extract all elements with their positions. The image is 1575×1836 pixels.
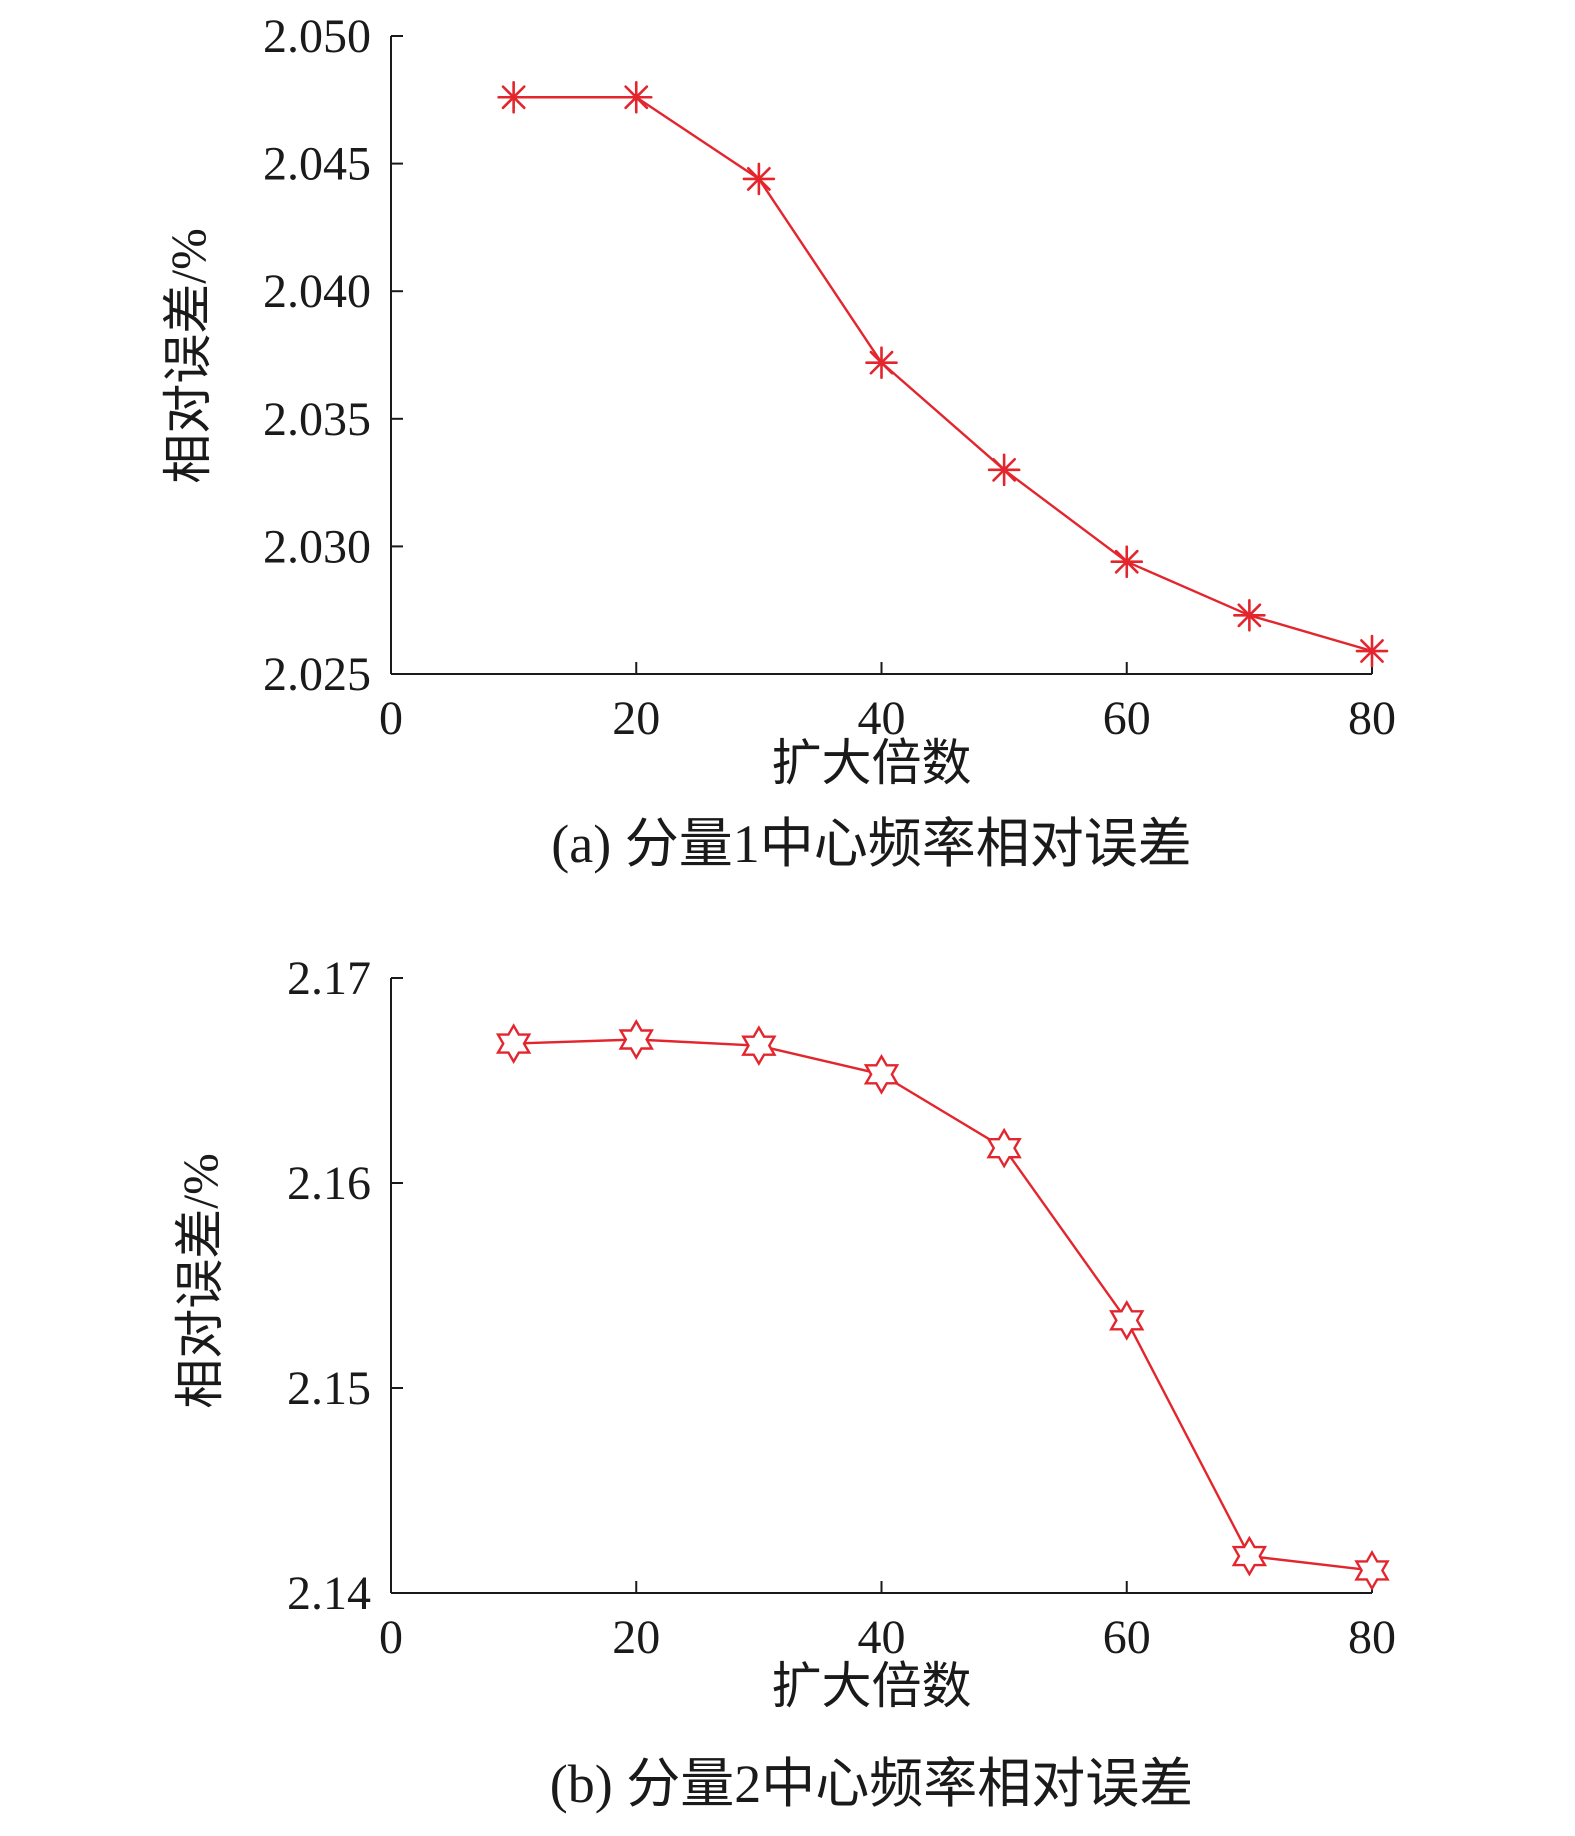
chart-a: 2.025 2.030 2.035 2.040 2.045 2.050 0 20 40 60 80 相…: [160, 10, 1396, 874]
y-tick-label: 2.045: [263, 138, 371, 191]
x-tick-label: 60: [1103, 1611, 1151, 1664]
y-tick-label: 2.030: [263, 520, 371, 573]
y-tick-label: 2.025: [263, 648, 371, 701]
x-tick-label: 0: [379, 1611, 403, 1664]
data-point-marker: [987, 453, 1021, 487]
data-point-marker: [742, 162, 776, 196]
x-axis-label: 扩大倍数: [772, 1658, 972, 1714]
y-axis-label: 相对误差/%: [172, 1153, 228, 1409]
data-point-marker: [741, 1025, 777, 1067]
series-line: [513, 96, 1373, 653]
data-point-marker: [618, 1019, 654, 1060]
x-axis-label: 扩大倍数: [772, 735, 972, 791]
x-tick-label: 40: [858, 692, 906, 745]
chart-b: 2.14 2.15 2.16 2.17 0 20 40 60 80 相对误差/% 扩大倍数 (b) 分…: [172, 952, 1396, 1814]
series-line: [513, 1038, 1373, 1572]
data-point-marker: [495, 1023, 532, 1065]
x-tick-label: 60: [1103, 692, 1151, 745]
y-tick-label: 2.040: [263, 265, 371, 318]
chart-caption: (b) 分量2中心频率相对误差: [550, 1754, 1193, 1814]
x-tick-label: 20: [612, 692, 660, 745]
chart-caption: (a) 分量1中心频率相对误差: [551, 814, 1191, 874]
data-point-marker: [1355, 634, 1389, 668]
x-tick-label: 0: [379, 692, 403, 745]
y-axis-label: 相对误差/%: [160, 228, 216, 484]
data-point-marker: [986, 1127, 1022, 1169]
data-point-marker: [497, 80, 530, 114]
x-tick-label: 40: [858, 1611, 906, 1664]
data-point-marker: [1109, 1299, 1145, 1341]
y-tick-label: 2.16: [287, 1157, 371, 1210]
data-point-marker: [1231, 1535, 1268, 1577]
y-tick-label: 2.14: [287, 1567, 371, 1620]
x-tick-label: 80: [1348, 1611, 1396, 1664]
data-point-marker: [1110, 545, 1144, 579]
y-tick-label: 2.15: [287, 1362, 371, 1415]
y-tick-label: 2.050: [263, 10, 371, 63]
y-tick-label: 2.035: [263, 393, 371, 446]
data-point-marker: [1354, 1550, 1390, 1591]
y-tick-label: 2.17: [287, 952, 371, 1005]
x-tick-label: 20: [612, 1611, 660, 1664]
x-tick-label: 80: [1348, 692, 1396, 745]
data-point-marker: [1233, 599, 1266, 632]
data-point-marker: [863, 1053, 900, 1095]
data-point-marker: [619, 80, 653, 114]
data-point-marker: [865, 346, 898, 379]
